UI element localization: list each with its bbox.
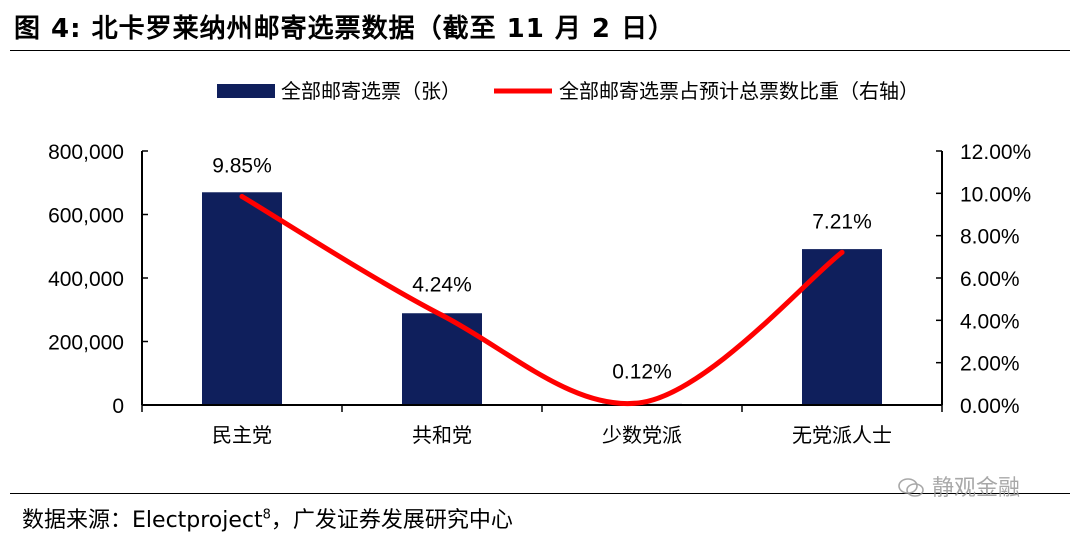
legend: 全部邮寄选票（张） 全部邮寄选票占预计总票数比重（右轴）	[217, 79, 919, 103]
plot-area: 0 200,000 400,000 600,000 800,000 0.00% 2.00% 4…	[48, 141, 1031, 447]
wechat-icon	[898, 478, 924, 497]
data-label-1: 4.24%	[412, 273, 472, 296]
x-tick-label-2: 少数党派	[602, 423, 682, 447]
left-tick-label-3: 600,000	[48, 205, 124, 228]
line-point-2	[639, 399, 645, 405]
data-label-0: 9.85%	[212, 155, 272, 178]
line-point-1	[439, 312, 445, 318]
bar-3	[802, 249, 882, 405]
source-note: 数据来源：Electproject8，广发证券发展研究中心	[22, 502, 513, 534]
legend-bar-swatch	[217, 84, 275, 98]
line-series-path	[239, 194, 845, 407]
left-tick-label-1: 200,000	[48, 332, 124, 355]
title-divider	[10, 50, 1070, 51]
left-tick-label-2: 400,000	[48, 268, 124, 291]
right-tick-label-6: 12.00%	[960, 141, 1031, 164]
source-prefix: 数据来源：	[22, 508, 133, 533]
x-tick-label-3: 无党派人士	[792, 423, 892, 447]
legend-bar-label: 全部邮寄选票（张）	[281, 79, 461, 103]
footer-divider	[10, 493, 1070, 494]
bar-0	[202, 192, 282, 405]
legend-line-label: 全部邮寄选票占预计总票数比重（右轴）	[559, 79, 919, 103]
left-tick-label-4: 800,000	[48, 141, 124, 164]
right-tick-label-4: 8.00%	[960, 226, 1020, 249]
source-main: Electproject	[132, 508, 263, 533]
left-tick-label-0: 0	[112, 395, 124, 418]
bar-1	[402, 313, 482, 405]
x-tick-label-1: 共和党	[412, 423, 472, 447]
watermark-text: 静观金融	[932, 476, 1021, 501]
right-tick-label-2: 4.00%	[960, 310, 1020, 333]
x-tick-label-0: 民主党	[212, 423, 272, 447]
chart-title: 图 4: 北卡罗莱纳州邮寄选票数据（截至 11 月 2 日）	[14, 14, 676, 44]
right-tick-label-3: 6.00%	[960, 268, 1020, 291]
data-label-3: 7.21%	[812, 210, 872, 233]
source-suffix: ，广发证券发展研究中心	[270, 508, 513, 533]
right-tick-label-5: 10.00%	[960, 183, 1031, 206]
line-point-3	[839, 249, 845, 255]
bar-line-chart: 全部邮寄选票（张） 全部邮寄选票占预计总票数比重（右轴） 0 200,000 400…	[48, 79, 1031, 447]
right-tick-label-0: 0.00%	[960, 395, 1020, 418]
source-sup: 8	[262, 507, 271, 523]
watermark: 静观金融	[898, 470, 1020, 502]
line-point-0	[239, 194, 245, 200]
right-tick-label-1: 2.00%	[960, 353, 1020, 376]
data-label-2: 0.12%	[612, 360, 672, 383]
